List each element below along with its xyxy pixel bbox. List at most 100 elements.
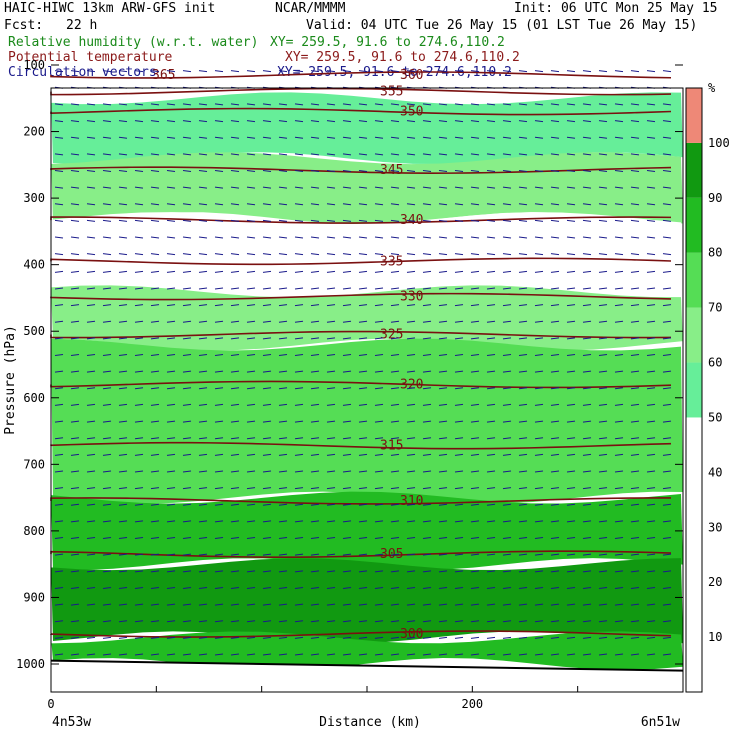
vector-arrow bbox=[54, 403, 64, 406]
vector-arrow bbox=[326, 337, 336, 340]
vector-arrow bbox=[646, 320, 656, 323]
vector-arrow bbox=[422, 487, 432, 490]
vector-arrow bbox=[214, 653, 224, 656]
vector-arrow bbox=[646, 103, 656, 106]
vector-arrow bbox=[262, 487, 272, 490]
vector-arrow bbox=[118, 553, 128, 556]
vector-arrow bbox=[550, 337, 560, 340]
vector-arrow bbox=[454, 253, 464, 256]
vector-arrow bbox=[390, 520, 400, 523]
colorbar-segment bbox=[686, 417, 702, 473]
vector-arrow bbox=[518, 337, 528, 340]
vector-arrow bbox=[102, 270, 112, 273]
vector-arrow bbox=[166, 253, 176, 256]
vector-arrow bbox=[134, 503, 144, 506]
vector-arrow bbox=[470, 236, 480, 239]
vector-arrow bbox=[582, 586, 592, 589]
vector-arrow bbox=[438, 236, 448, 239]
vector-arrow bbox=[358, 420, 368, 423]
vector-arrow bbox=[118, 586, 128, 589]
vector-arrow bbox=[230, 437, 240, 440]
vector-arrow bbox=[166, 287, 176, 290]
vector-arrow bbox=[406, 453, 416, 456]
theta-label-315: 315 bbox=[380, 439, 403, 454]
vector-arrow bbox=[502, 120, 512, 123]
vector-arrow bbox=[134, 219, 144, 222]
vector-arrow bbox=[246, 186, 256, 189]
vector-arrow bbox=[262, 370, 272, 373]
vector-arrow bbox=[454, 304, 464, 307]
vector-arrow bbox=[246, 320, 256, 323]
vector-arrow bbox=[598, 620, 608, 623]
vector-arrow bbox=[566, 354, 576, 357]
vector-arrow bbox=[662, 470, 672, 473]
vector-arrow bbox=[502, 636, 512, 639]
vector-arrow bbox=[326, 304, 336, 307]
vector-arrow bbox=[566, 553, 576, 556]
vector-arrow bbox=[454, 636, 464, 639]
vector-arrow bbox=[614, 186, 624, 189]
vector-arrow bbox=[198, 370, 208, 373]
vector-arrow bbox=[566, 487, 576, 490]
vector-arrow bbox=[294, 437, 304, 440]
vector-arrow bbox=[262, 337, 272, 340]
vector-arrow bbox=[470, 203, 480, 206]
vector-arrow bbox=[262, 653, 272, 656]
vector-arrow bbox=[278, 520, 288, 523]
vector-arrow bbox=[342, 487, 352, 490]
vector-arrow bbox=[342, 503, 352, 506]
vector-arrow bbox=[262, 103, 272, 106]
vector-arrow bbox=[134, 236, 144, 239]
vector-arrow bbox=[454, 153, 464, 156]
vector-arrow bbox=[566, 120, 576, 123]
vector-arrow bbox=[662, 136, 672, 139]
theta-label-355: 355 bbox=[380, 85, 403, 100]
vector-arrow bbox=[614, 120, 624, 123]
vector-arrow bbox=[438, 503, 448, 506]
vector-arrow bbox=[566, 136, 576, 139]
vector-arrow bbox=[598, 487, 608, 490]
vector-arrow bbox=[262, 287, 272, 290]
vector-arrow bbox=[614, 520, 624, 523]
vector-arrow bbox=[182, 70, 192, 73]
vector-arrow bbox=[310, 70, 320, 73]
vector-arrow bbox=[646, 337, 656, 340]
vector-arrow bbox=[454, 620, 464, 623]
vector-arrow bbox=[374, 586, 384, 589]
vector-arrow bbox=[278, 636, 288, 639]
vector-arrow bbox=[294, 520, 304, 523]
vector-arrow bbox=[70, 219, 80, 222]
vector-arrow bbox=[70, 420, 80, 423]
vector-arrow bbox=[422, 403, 432, 406]
vector-arrow bbox=[390, 537, 400, 540]
vector-arrow bbox=[182, 403, 192, 406]
vector-arrow bbox=[390, 320, 400, 323]
vector-arrow bbox=[246, 120, 256, 123]
vector-arrow bbox=[614, 470, 624, 473]
vector-arrow bbox=[118, 169, 128, 172]
y-tick-label: 200 bbox=[23, 125, 45, 139]
vector-arrow bbox=[486, 136, 496, 139]
vector-arrow bbox=[502, 503, 512, 506]
vector-arrow bbox=[374, 287, 384, 290]
vector-arrow bbox=[566, 653, 576, 656]
vector-arrow bbox=[614, 437, 624, 440]
x-endpoint-right: 6n51w bbox=[641, 715, 680, 730]
vector-arrow bbox=[326, 370, 336, 373]
vector-arrow bbox=[166, 169, 176, 172]
vector-arrow bbox=[86, 420, 96, 423]
vector-arrow bbox=[358, 337, 368, 340]
vector-arrow bbox=[662, 403, 672, 406]
vector-arrow bbox=[214, 387, 224, 390]
vector-arrow bbox=[150, 503, 160, 506]
vector-arrow bbox=[134, 403, 144, 406]
vector-arrow bbox=[630, 420, 640, 423]
vector-arrow bbox=[134, 370, 144, 373]
vector-arrow bbox=[166, 186, 176, 189]
vector-arrow bbox=[470, 103, 480, 106]
vector-arrow bbox=[310, 636, 320, 639]
vector-arrow bbox=[102, 503, 112, 506]
vector-arrow bbox=[390, 120, 400, 123]
vector-arrow bbox=[102, 337, 112, 340]
vector-arrow bbox=[390, 487, 400, 490]
